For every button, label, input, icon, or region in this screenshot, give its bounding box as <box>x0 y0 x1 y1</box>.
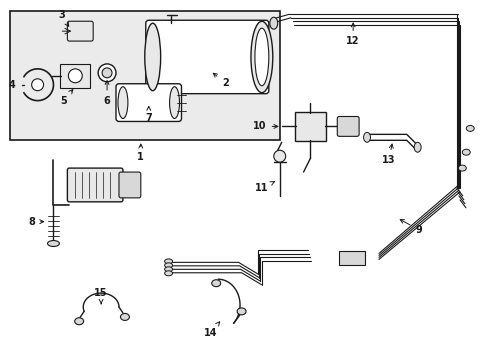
Circle shape <box>32 79 43 91</box>
Text: 12: 12 <box>346 23 359 46</box>
Ellipse shape <box>457 165 466 171</box>
Text: 6: 6 <box>103 81 110 105</box>
Text: 7: 7 <box>145 107 152 123</box>
Text: 10: 10 <box>253 121 277 131</box>
Ellipse shape <box>120 314 129 320</box>
Text: 11: 11 <box>255 182 274 193</box>
Circle shape <box>68 69 82 83</box>
FancyBboxPatch shape <box>119 172 141 198</box>
FancyBboxPatch shape <box>116 84 181 121</box>
Ellipse shape <box>254 28 268 86</box>
Bar <box>10 11 279 140</box>
Ellipse shape <box>461 149 469 155</box>
Ellipse shape <box>413 142 420 152</box>
Ellipse shape <box>75 318 83 325</box>
Text: 5: 5 <box>60 90 73 105</box>
Ellipse shape <box>164 259 172 264</box>
Ellipse shape <box>169 87 179 118</box>
Ellipse shape <box>363 132 370 142</box>
Ellipse shape <box>118 87 128 118</box>
Bar <box>339 251 365 265</box>
Ellipse shape <box>237 308 245 315</box>
Ellipse shape <box>211 280 220 287</box>
Ellipse shape <box>269 17 277 29</box>
Text: 3: 3 <box>58 10 69 26</box>
Text: 13: 13 <box>381 144 395 165</box>
Text: 14: 14 <box>203 322 219 338</box>
FancyBboxPatch shape <box>67 168 122 202</box>
Circle shape <box>102 68 112 78</box>
Text: 15: 15 <box>94 288 108 304</box>
FancyBboxPatch shape <box>61 64 90 88</box>
Ellipse shape <box>250 21 272 93</box>
Ellipse shape <box>47 240 60 247</box>
FancyBboxPatch shape <box>145 20 268 94</box>
Text: 1: 1 <box>137 144 144 162</box>
Text: 2: 2 <box>213 73 228 88</box>
Text: 8: 8 <box>28 217 43 227</box>
Text: 9: 9 <box>399 220 421 235</box>
Ellipse shape <box>144 23 161 91</box>
Text: 4: 4 <box>9 80 16 90</box>
Ellipse shape <box>164 271 172 276</box>
FancyBboxPatch shape <box>67 21 93 41</box>
Ellipse shape <box>466 125 473 131</box>
Ellipse shape <box>164 267 172 272</box>
Circle shape <box>273 150 285 162</box>
FancyBboxPatch shape <box>294 112 325 141</box>
Ellipse shape <box>164 263 172 268</box>
Circle shape <box>98 64 116 82</box>
FancyBboxPatch shape <box>337 117 358 136</box>
